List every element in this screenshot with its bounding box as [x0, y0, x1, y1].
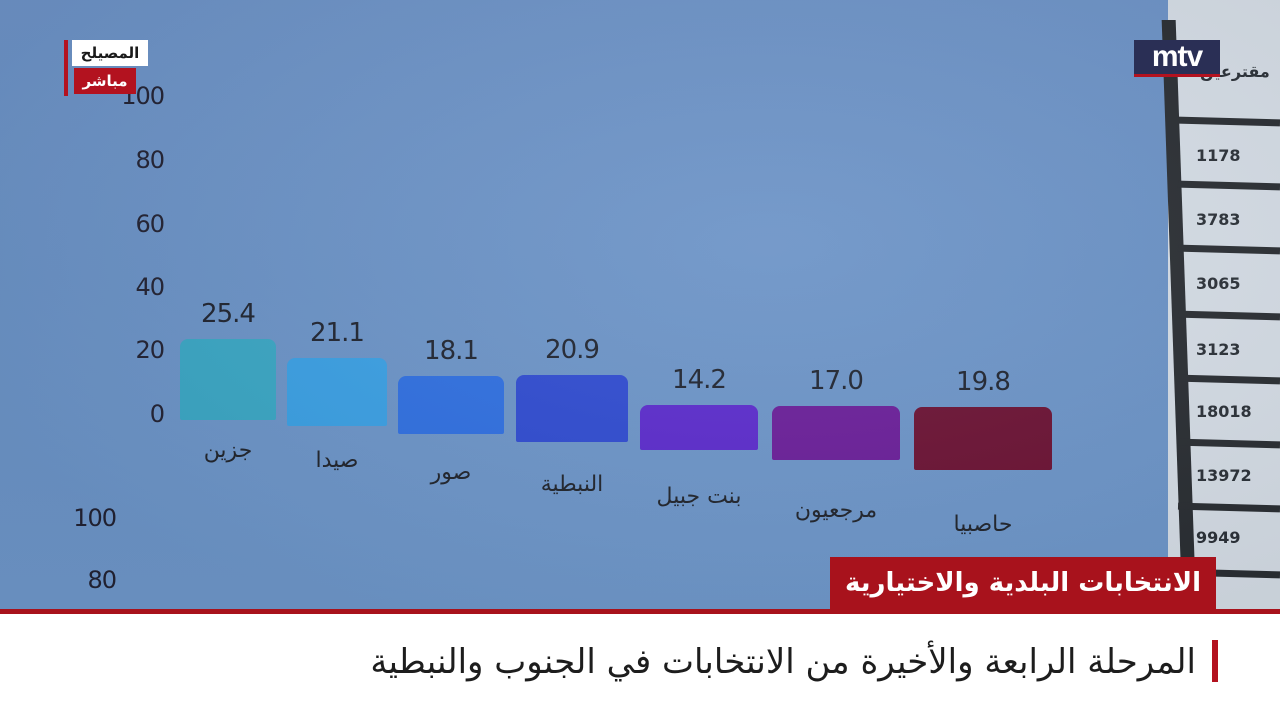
bar-1 — [180, 338, 276, 420]
bar-value-label: 21.1 — [310, 318, 365, 349]
bar-4 — [516, 375, 628, 442]
tv-screen-chart-area: 0 20 40 60 80 100 25.4 جزين 21.1 صيدا 18.1 صور 20.9… — [0, 0, 1280, 612]
y-tick-0: 0 — [149, 400, 165, 428]
table-cell: 13972 — [1196, 466, 1252, 485]
channel-logo-text: mtv — [1151, 40, 1203, 73]
location-name: المصيلح — [72, 40, 148, 66]
table-cell: 1178 — [1196, 146, 1241, 165]
table-cell: 18018 — [1196, 402, 1252, 421]
bar-value-label: 18.1 — [424, 336, 479, 367]
category-label: مرجعيون — [794, 498, 878, 523]
bar-value-label: 25.4 — [201, 298, 256, 329]
category-label: جزين — [203, 438, 253, 463]
channel-logo: mtv — [1134, 40, 1220, 77]
bar-6 — [772, 405, 900, 460]
table-cell: 3783 — [1196, 210, 1241, 229]
location-accent-bar — [64, 40, 68, 96]
news-category-tag: الانتخابات البلدية والاختيارية — [830, 557, 1216, 609]
bar-5 — [640, 404, 758, 450]
bar-3 — [398, 376, 504, 434]
bar-value-label: 17.0 — [809, 365, 864, 396]
headline-strip — [0, 614, 1280, 720]
ticker-top-rule — [0, 609, 1280, 614]
y-tick-80: 80 — [135, 146, 165, 174]
y-tick-60: 60 — [135, 210, 165, 238]
second-axis-tick-80: 80 — [87, 566, 117, 594]
y-tick-20: 20 — [135, 336, 165, 364]
category-label: صيدا — [315, 448, 359, 473]
live-badge: مباشر — [74, 68, 136, 94]
table-cell: 9949 — [1196, 528, 1241, 547]
category-label: النبطية — [540, 472, 604, 497]
bar-value-label: 14.2 — [672, 364, 727, 395]
table-cell: 3065 — [1196, 274, 1241, 293]
bar-value-label: 20.9 — [545, 335, 600, 366]
bar-7 — [914, 406, 1052, 470]
bar-value-label: 19.8 — [956, 366, 1011, 397]
bar-2 — [287, 358, 387, 426]
table-cell: 3123 — [1196, 340, 1241, 359]
category-label: صور — [430, 460, 472, 485]
category-label: بنت جبيل — [656, 484, 742, 509]
category-label: حاصبيا — [953, 512, 1013, 537]
headline-accent-bar — [1212, 640, 1218, 682]
second-axis-tick-100: 100 — [73, 504, 117, 532]
y-tick-40: 40 — [135, 273, 165, 301]
headline-text: المرحلة الرابعة والأخيرة من الانتخابات ف… — [370, 642, 1196, 682]
